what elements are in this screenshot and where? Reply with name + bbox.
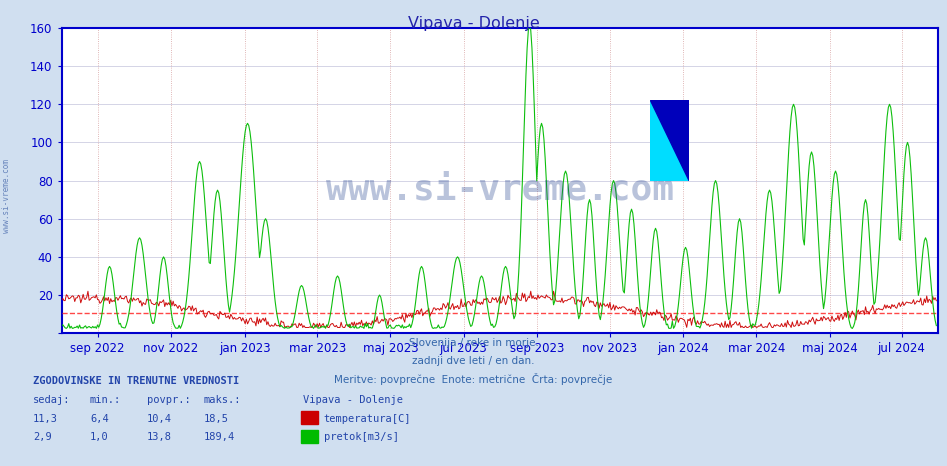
Text: 13,8: 13,8	[147, 432, 171, 442]
Text: sedaj:: sedaj:	[33, 395, 71, 405]
Text: 6,4: 6,4	[90, 414, 109, 424]
Text: pretok[m3/s]: pretok[m3/s]	[324, 432, 399, 442]
Text: www.si-vreme.com: www.si-vreme.com	[2, 159, 11, 233]
Text: Meritve: povprečne  Enote: metrične  Črta: povprečje: Meritve: povprečne Enote: metrične Črta:…	[334, 373, 613, 385]
Text: 1,0: 1,0	[90, 432, 109, 442]
Text: 11,3: 11,3	[33, 414, 58, 424]
Text: 18,5: 18,5	[204, 414, 228, 424]
Text: 10,4: 10,4	[147, 414, 171, 424]
Text: Vipava - Dolenje: Vipava - Dolenje	[407, 16, 540, 31]
Text: Vipava - Dolenje: Vipava - Dolenje	[303, 395, 403, 405]
Text: 2,9: 2,9	[33, 432, 52, 442]
Text: Slovenija / reke in morje.: Slovenija / reke in morje.	[408, 338, 539, 348]
Text: ZGODOVINSKE IN TRENUTNE VREDNOSTI: ZGODOVINSKE IN TRENUTNE VREDNOSTI	[33, 377, 240, 386]
Text: temperatura[C]: temperatura[C]	[324, 414, 411, 424]
Text: 189,4: 189,4	[204, 432, 235, 442]
Text: maks.:: maks.:	[204, 395, 241, 405]
Text: povpr.:: povpr.:	[147, 395, 190, 405]
Text: www.si-vreme.com: www.si-vreme.com	[326, 173, 673, 207]
Text: min.:: min.:	[90, 395, 121, 405]
Text: zadnji dve leti / en dan.: zadnji dve leti / en dan.	[412, 356, 535, 365]
